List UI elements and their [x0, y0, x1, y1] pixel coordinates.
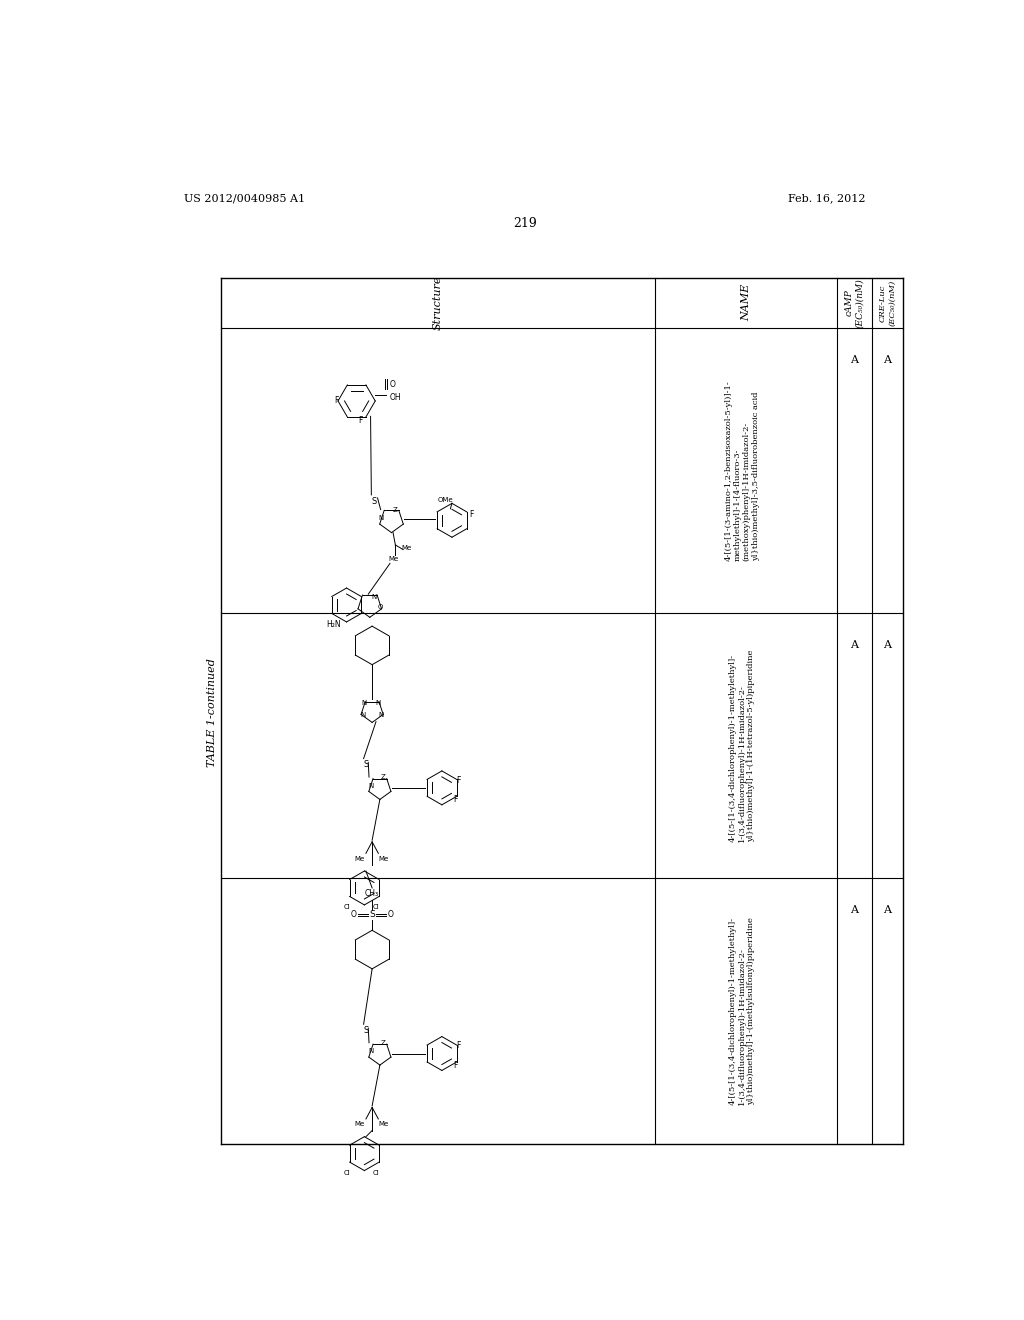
Text: N: N	[368, 783, 373, 788]
Text: S: S	[372, 496, 377, 506]
Text: Cl: Cl	[344, 1170, 350, 1176]
Text: O: O	[389, 380, 395, 388]
Text: S: S	[364, 760, 369, 770]
Text: A: A	[884, 906, 892, 915]
Text: H₂N: H₂N	[326, 620, 341, 628]
Text: 4-[(5-[1-(3,4-dichlorophenyl)-1-methylethyl]-
1-(3,4-difluorophenyl)-1H-imidazol: 4-[(5-[1-(3,4-dichlorophenyl)-1-methylet…	[729, 917, 756, 1105]
Text: Z: Z	[381, 1040, 385, 1045]
Text: F: F	[334, 396, 339, 405]
Text: A: A	[851, 355, 858, 364]
Text: Me: Me	[401, 545, 412, 550]
Text: Me: Me	[354, 855, 365, 862]
Text: F: F	[358, 417, 362, 425]
Text: Me: Me	[379, 1122, 389, 1127]
Text: F: F	[457, 776, 461, 784]
Text: Z: Z	[381, 774, 385, 780]
Text: A: A	[851, 906, 858, 915]
Text: O: O	[350, 911, 356, 920]
Text: NAME: NAME	[741, 284, 751, 321]
Text: Structure: Structure	[433, 276, 443, 330]
Text: Me: Me	[388, 556, 398, 562]
Text: N: N	[379, 515, 384, 521]
Text: A: A	[884, 355, 892, 364]
Text: cAMP
(EC₅₀)(nM): cAMP (EC₅₀)(nM)	[845, 279, 864, 327]
Text: 219: 219	[513, 218, 537, 231]
Text: S: S	[370, 911, 375, 920]
Text: Me: Me	[354, 1122, 365, 1127]
Text: CRE-Luc
(EC₅₀)(nM): CRE-Luc (EC₅₀)(nM)	[879, 280, 896, 326]
Text: N: N	[371, 594, 376, 601]
Text: A: A	[851, 640, 858, 649]
Text: OMe: OMe	[438, 496, 454, 503]
Text: F: F	[454, 1060, 458, 1069]
Text: A: A	[884, 640, 892, 649]
Text: Me: Me	[379, 855, 389, 862]
Text: US 2012/0040985 A1: US 2012/0040985 A1	[183, 194, 305, 203]
Text: S: S	[364, 1026, 369, 1035]
Text: 4-[(5-[1-(3-amino-1,2-benzisoxazol-5-yl)]-1-
methylethyl]-1-[4-fluoro-3-
(methox: 4-[(5-[1-(3-amino-1,2-benzisoxazol-5-yl)…	[724, 380, 760, 561]
Text: N: N	[361, 700, 367, 706]
Text: TABLE 1-continued: TABLE 1-continued	[207, 659, 217, 767]
Text: Cl: Cl	[373, 904, 379, 911]
Text: CH₃: CH₃	[366, 888, 379, 898]
Text: N: N	[379, 711, 384, 718]
Text: Cl: Cl	[344, 904, 350, 911]
Text: O: O	[378, 605, 383, 610]
Text: F: F	[469, 510, 473, 519]
Text: OH: OH	[389, 392, 401, 401]
Text: N: N	[360, 711, 366, 718]
Text: N: N	[376, 700, 381, 706]
Text: F: F	[454, 795, 458, 804]
Text: N: N	[368, 1048, 373, 1055]
Text: Cl: Cl	[373, 1170, 379, 1176]
Text: Z: Z	[393, 507, 397, 512]
Text: F: F	[457, 1041, 461, 1051]
Text: 4-[(5-[1-(3,4-dichlorophenyl)-1-methylethyl]-
1-(3,4-difluorophenyl)-1H-imidazol: 4-[(5-[1-(3,4-dichlorophenyl)-1-methylet…	[729, 649, 756, 842]
Text: O: O	[388, 911, 393, 920]
Text: Feb. 16, 2012: Feb. 16, 2012	[788, 194, 866, 203]
